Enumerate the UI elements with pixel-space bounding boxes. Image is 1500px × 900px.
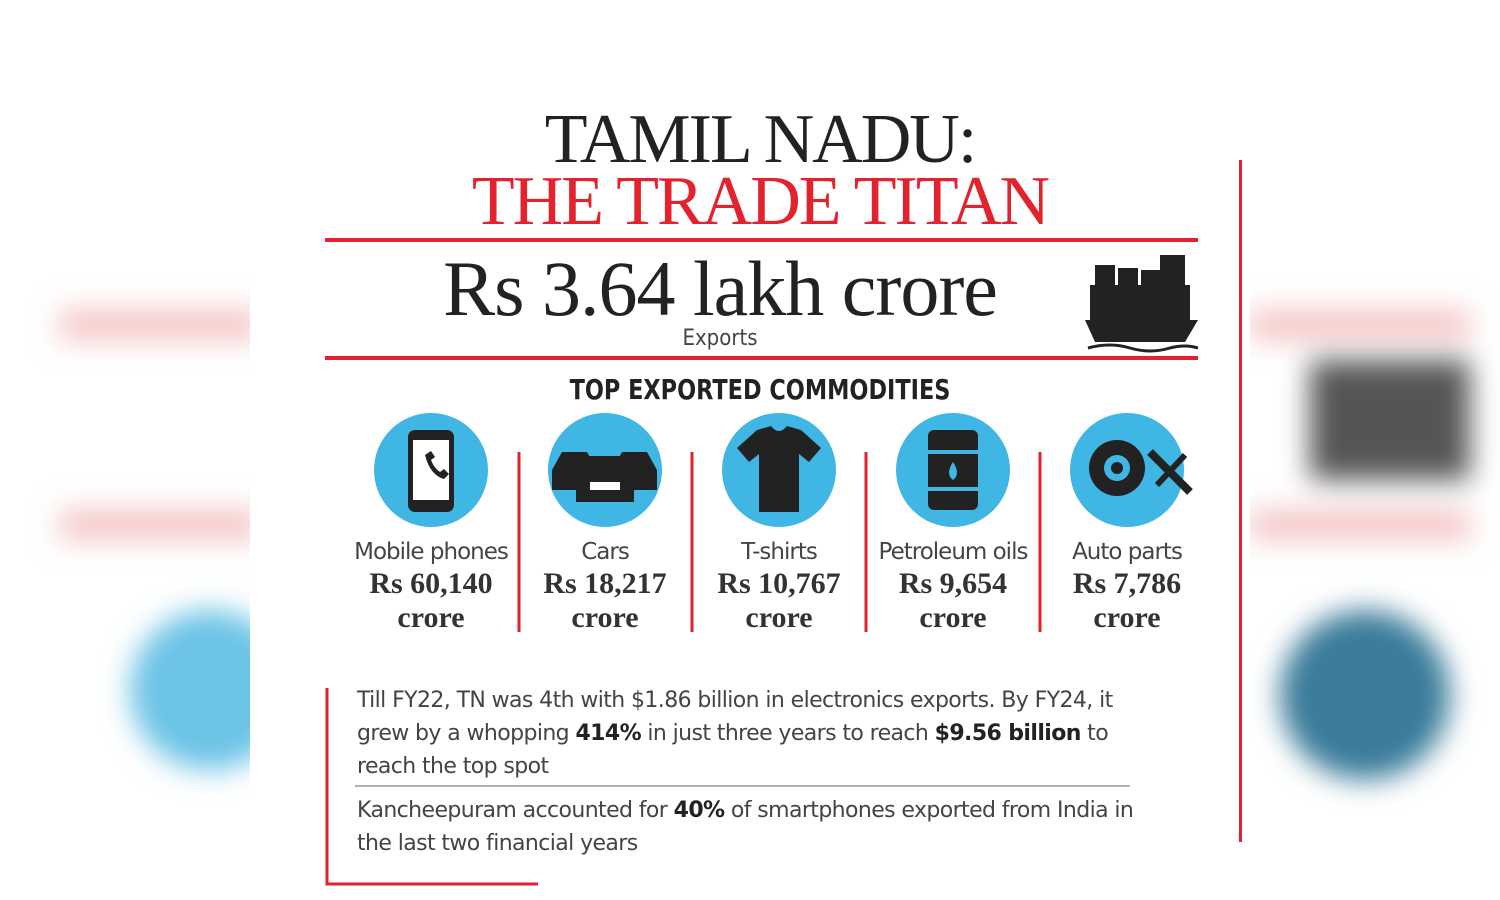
commodity-value: Rs 9,654 crore — [898, 567, 1008, 634]
title-line2: THE TRADE TITAN — [471, 163, 1050, 240]
rule — [325, 238, 1198, 242]
note: Kancheepuram accounted for 40% of smartp… — [357, 794, 1147, 860]
commodity-name: Mobile phones — [354, 539, 509, 565]
cars-icon — [552, 452, 657, 502]
note: Till FY22, TN was 4th with $1.86 billion… — [357, 684, 1147, 783]
headline-label: Exports — [682, 326, 758, 351]
commodity-value: Rs 60,140 crore — [369, 567, 493, 634]
rule — [1239, 160, 1242, 842]
note-text: in just three years to reach — [641, 721, 935, 746]
ship-icon — [1085, 255, 1199, 353]
separators — [325, 452, 1042, 886]
section-title: TOP EXPORTED COMMODITIES — [569, 373, 951, 406]
bg-blur — [1250, 510, 1470, 540]
title-line1: TAMIL NADU: — [544, 101, 978, 178]
commodity-name: Petroleum oils — [878, 539, 1029, 565]
autoparts-icon — [1089, 440, 1193, 496]
commodity-name: Auto parts — [1072, 539, 1183, 565]
barrel-icon — [928, 430, 978, 510]
note-text: Kancheepuram accounted for — [357, 798, 674, 823]
commodity: Cars Rs 18,217 crore — [525, 538, 685, 635]
bg-blur — [1280, 610, 1450, 780]
commodity: T-shirts Rs 10,767 crore — [699, 538, 859, 635]
commodity-value: Rs 18,217 crore — [543, 567, 667, 634]
note-text: 414% — [575, 721, 642, 746]
commodity: Auto parts Rs 7,786 crore — [1047, 538, 1207, 635]
note-text: 40% — [673, 798, 725, 823]
headline-value: Rs 3.64 lakh crore — [443, 245, 998, 332]
note-text: $9.56 billion — [934, 721, 1082, 746]
note-text: of smartphones exported from India in th… — [357, 798, 1134, 856]
commodity: Mobile phones Rs 60,140 crore — [351, 538, 511, 635]
commodity-name: T-shirts — [741, 539, 818, 565]
tshirt-icon — [737, 426, 821, 512]
phone-icon — [408, 430, 454, 512]
rule — [325, 356, 1198, 360]
note-text: Till FY22, TN was 4th with $1.86 billion… — [357, 688, 1113, 746]
commodity: Petroleum oils Rs 9,654 crore — [873, 538, 1033, 635]
commodity-value: Rs 7,786 crore — [1072, 567, 1182, 634]
bg-blur — [60, 310, 260, 340]
bg-blur — [1250, 310, 1470, 340]
bg-blur — [60, 510, 260, 540]
commodity-name: Cars — [581, 539, 630, 565]
bg-blur — [1310, 360, 1470, 480]
note-text: to reach the top spot — [357, 721, 1109, 779]
commodity-value: Rs 10,767 crore — [717, 567, 841, 634]
